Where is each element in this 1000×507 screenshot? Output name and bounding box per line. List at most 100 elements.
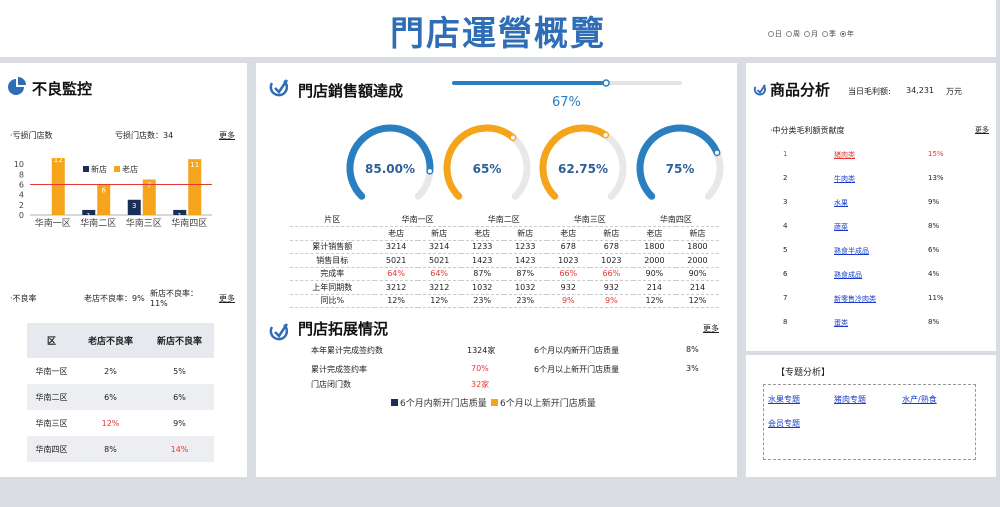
rank-number: 1: [783, 150, 788, 158]
bar: [97, 184, 111, 215]
table-cell: 新店: [675, 226, 719, 241]
topic-box: 水果专题 猪肉专题 水产/熟食 会员专题: [763, 384, 976, 460]
gauge-knob: [426, 168, 433, 175]
table-cell: 87%: [460, 267, 504, 281]
margin-label: 当日毛利额:: [848, 87, 891, 96]
product-panel: 商品分析 当日毛利额: 34,231 万元 ·中分类毛利额贡献度 更多: [746, 63, 996, 351]
col-header-new-rate: 新店不良率: [145, 323, 214, 358]
radio-week[interactable]: 周: [786, 29, 800, 39]
category-link[interactable]: 新零售冷肉类: [834, 295, 876, 303]
table-cell: 2000: [632, 253, 676, 268]
rate-more-link[interactable]: 更多: [219, 294, 235, 303]
x-tick-label: 华南四区: [171, 217, 207, 229]
bar-value-label: 1: [87, 212, 91, 220]
bar-value-label: 6: [102, 187, 107, 195]
contrib-percent: 6%: [928, 246, 940, 254]
category-link[interactable]: 牛肉类: [834, 175, 855, 183]
loss-bars: 02468101212华南一区16华南二区37华南三区111华南四区: [14, 158, 212, 229]
target-icon: [269, 79, 289, 97]
category-link[interactable]: 熟食半成品: [834, 247, 869, 255]
radio-month[interactable]: 月: [804, 29, 818, 39]
category-link[interactable]: 熟食成品: [834, 271, 862, 279]
topic-pork-link[interactable]: 猪肉专题: [834, 395, 866, 404]
sign-rate-label: 累计完成签约率: [311, 365, 367, 374]
rank-number: 4: [783, 222, 788, 230]
radio-quarter[interactable]: 季: [822, 29, 836, 39]
table-row: 同比% 12% 12% 23% 23% 9% 9% 12% 12%: [290, 294, 719, 308]
header-bar: 門店運營概覽 日 周 月 季 年: [0, 0, 996, 57]
expand-more-link[interactable]: 更多: [703, 324, 719, 333]
y-tick-label: 0: [19, 211, 24, 220]
topic-member-link[interactable]: 会员专题: [768, 419, 800, 428]
page-title: 門店運營概覽: [390, 14, 606, 54]
table-cell: 1233: [460, 240, 504, 254]
table-cell: 87%: [503, 267, 547, 281]
loss-label: ·亏损门店数: [10, 131, 53, 140]
x-tick-label: 华南一区: [35, 217, 71, 229]
radio-circle-icon: [768, 31, 774, 37]
table-cell: 上年同期数: [290, 280, 375, 295]
topic-seafood-link[interactable]: 水产/熟食: [902, 395, 937, 404]
table-cell: 销售目标: [290, 253, 375, 268]
signed-label: 本年累计完成签约数: [311, 346, 383, 355]
table-row: 华南三区 12% 9%: [27, 410, 214, 436]
table-header-row: 区 老店不良率 新店不良率: [27, 323, 214, 358]
rank-number: 5: [783, 246, 788, 254]
bar-value-label: 7: [147, 181, 151, 189]
gauge-value-label: 65%: [473, 162, 502, 176]
x-tick-label: 华南三区: [126, 217, 162, 229]
table-cell: 3212: [374, 280, 418, 295]
table-cell: 华南一区: [35, 366, 68, 376]
table-cell: 1032: [503, 280, 547, 295]
sales-table: 片区 华南一区 华南二区 华南三区 华南四区 老店 新店 老店 新店 老店 新店 老店 新店 …: [290, 213, 719, 308]
closed-value: 32家: [471, 380, 490, 389]
category-link[interactable]: 蛋类: [834, 319, 848, 327]
table-cell: 1423: [460, 253, 504, 268]
gauge-knob: [509, 134, 516, 141]
table-cell: 1023: [546, 253, 590, 268]
defect-rate-table: 区 老店不良率 新店不良率 华南一区 2% 5% 华南二区 6% 6% 华南三区 12% 9…: [27, 323, 214, 462]
category-link[interactable]: 猪肉类: [834, 151, 855, 159]
table-cell: 1800: [632, 240, 676, 254]
topic-title: 【专题分析】: [776, 368, 831, 378]
radio-day[interactable]: 日: [768, 29, 782, 39]
pie-chart-icon: [8, 77, 26, 95]
table-cell: 9%: [173, 418, 186, 428]
gauge-knob: [713, 149, 720, 156]
table-cell: 老店: [374, 226, 418, 241]
table-cell: 华南四区: [632, 213, 719, 227]
product-contrib-list: 1 猪肉类 15% 2 牛肉类 13% 3 水果 9% 4 蔬菜 8% 5 熟食半成品 6% 6 熟食成品 4% 7…: [760, 150, 980, 340]
radio-year[interactable]: 年: [840, 29, 854, 39]
table-cell: 3214: [417, 240, 461, 254]
bar: [188, 159, 202, 215]
gauge-arc: [443, 124, 517, 200]
radio-circle-icon: [786, 31, 792, 37]
contrib-percent: 4%: [928, 270, 940, 278]
col-header-old-rate: 老店不良率: [76, 323, 145, 358]
table-cell: 同比%: [290, 294, 375, 308]
gauge-value-label: 75%: [666, 162, 695, 176]
product-more-link[interactable]: 更多: [975, 126, 989, 134]
table-cell: 1800: [675, 240, 719, 254]
category-link[interactable]: 蔬菜: [834, 223, 848, 231]
table-cell: 23%: [460, 294, 504, 308]
table-cell: 老店: [632, 226, 676, 241]
topic-fruit-link[interactable]: 水果专题: [768, 395, 800, 404]
margin-unit: 万元: [946, 87, 962, 96]
legend-6m-plus-swatch: [491, 399, 498, 406]
defect-more-link[interactable]: 更多: [219, 131, 235, 140]
rank-number: 2: [783, 174, 788, 182]
legend-old-label: 老店: [122, 164, 138, 174]
table-cell: 9%: [589, 294, 633, 308]
table-cell: 老店: [460, 226, 504, 241]
table-sub-header-row: 老店 新店 老店 新店 老店 新店 老店 新店: [290, 226, 719, 241]
bar: [51, 158, 65, 215]
table-cell: 64%: [374, 267, 418, 281]
category-link[interactable]: 水果: [834, 199, 848, 207]
table-cell: 6%: [76, 384, 145, 410]
new-rate: 新店不良率：11%: [150, 289, 198, 308]
table-region-row: 片区 华南一区 华南二区 华南三区 华南四区: [290, 213, 719, 227]
contrib-label: ·中分类毛利额贡献度: [770, 126, 845, 135]
bar-value-label: 3: [132, 202, 136, 210]
table-cell: 678: [589, 240, 633, 254]
